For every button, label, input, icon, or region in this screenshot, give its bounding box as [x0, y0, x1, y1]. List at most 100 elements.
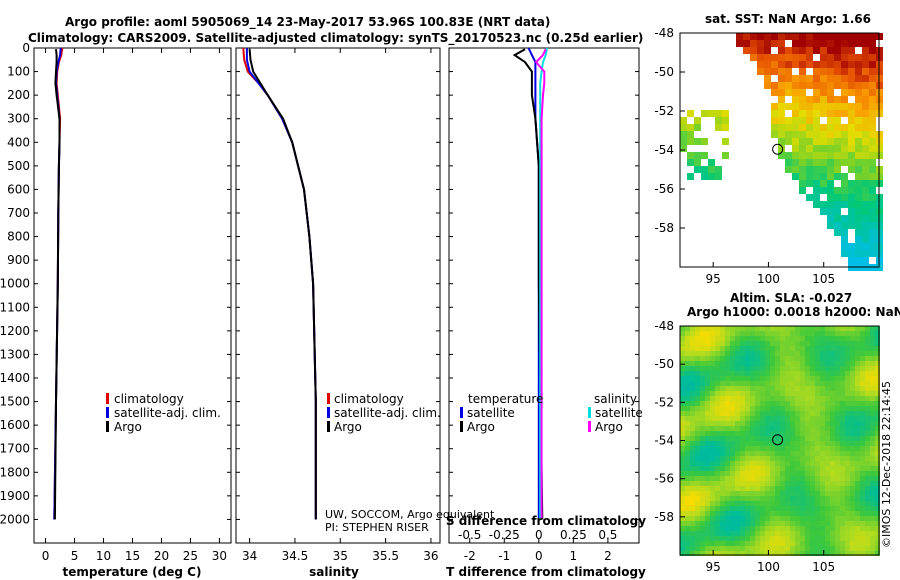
sla-map-cell	[730, 486, 735, 491]
sla-map-cell	[680, 541, 685, 546]
sla-map-cell	[735, 341, 740, 346]
sla-map-cell	[860, 381, 865, 386]
sla-map-cell	[805, 436, 810, 441]
sla-map-cell	[750, 386, 755, 391]
sla-map-cell	[855, 531, 860, 536]
sla-map-cell	[725, 461, 730, 466]
sla-map-cell	[820, 531, 825, 536]
sla-map-cell	[875, 341, 880, 346]
sla-map-cell	[795, 546, 800, 551]
sla-map-cell	[775, 336, 780, 341]
sla-map-cell	[765, 476, 770, 481]
sla-map-cell	[860, 496, 865, 501]
sst-map-cell	[841, 124, 848, 131]
sla-map-cell	[760, 341, 765, 346]
sla-map-cell	[835, 531, 840, 536]
sla-map-cell	[845, 461, 850, 466]
sla-map-cell	[840, 461, 845, 466]
sla-map-cell	[825, 396, 830, 401]
sla-map-cell	[720, 386, 725, 391]
sla-map-cell	[705, 441, 710, 446]
sla-map-cell	[705, 346, 710, 351]
sla-map-cell	[720, 396, 725, 401]
sst-map-cell	[848, 61, 855, 68]
sst-map-cell	[771, 40, 778, 47]
sla-map-cell	[710, 446, 715, 451]
sst-map-cell	[813, 201, 820, 208]
sla-map-cell	[770, 466, 775, 471]
sla-map-cell	[680, 386, 685, 391]
sla-map-cell	[765, 441, 770, 446]
sla-map-cell	[875, 526, 880, 531]
sla-map-cell	[815, 446, 820, 451]
sla-map-cell	[710, 526, 715, 531]
sla-map-cell	[830, 551, 835, 556]
sla-map-cell	[845, 516, 850, 521]
sla-map-cell	[850, 341, 855, 346]
sla-map-cell	[790, 476, 795, 481]
sla-map-cell	[875, 416, 880, 421]
sla-map-cell	[750, 486, 755, 491]
sst-map-cell	[855, 68, 862, 75]
sla-map-cell	[855, 496, 860, 501]
depth-axis: 0100200300400500600700800900100011001200…	[0, 41, 639, 526]
sla-map-cell	[760, 516, 765, 521]
sst-map-cell	[869, 222, 876, 229]
sst-map-cell	[848, 145, 855, 152]
sla-map-cell	[765, 401, 770, 406]
sla-map-cell	[680, 361, 685, 366]
sla-map-cell	[835, 466, 840, 471]
sst-map-cell	[806, 96, 813, 103]
sla-map-cell	[730, 426, 735, 431]
sla-map-cell	[850, 451, 855, 456]
sla-map-cell	[740, 336, 745, 341]
sst-map-cell	[848, 131, 855, 138]
sla-map-cell	[810, 451, 815, 456]
sla-map-cell	[810, 411, 815, 416]
sla-map-cell	[720, 486, 725, 491]
sla-map-cell	[855, 526, 860, 531]
sla-map-cell	[865, 506, 870, 511]
sla-map-cell	[705, 526, 710, 531]
sla-map-cell	[825, 406, 830, 411]
sla-map-cell	[860, 371, 865, 376]
sla-map-cell	[765, 436, 770, 441]
sla-map-cell	[775, 396, 780, 401]
sla-map-cell	[830, 451, 835, 456]
sla-map-cell	[815, 536, 820, 541]
sst-map-cell	[855, 159, 862, 166]
sla-map-cell	[755, 336, 760, 341]
sla-map-cell	[855, 366, 860, 371]
sla-map-cell	[820, 421, 825, 426]
sla-map-cell	[800, 516, 805, 521]
sla-map-cell	[780, 506, 785, 511]
sla-map-cell	[695, 476, 700, 481]
sst-map-cell	[820, 82, 827, 89]
sla-map-cell	[830, 386, 835, 391]
sla-map-cell	[745, 526, 750, 531]
sla-map-cell	[780, 516, 785, 521]
sla-map-cell	[815, 461, 820, 466]
sla-map-cell	[715, 466, 720, 471]
sla-map-cell	[790, 366, 795, 371]
sla-map-cell	[730, 401, 735, 406]
sla-map-cell	[805, 396, 810, 401]
sla-map-cell	[865, 411, 870, 416]
sla-map-cell	[725, 366, 730, 371]
sla-map-cell	[735, 501, 740, 506]
sla-map-cell	[870, 471, 875, 476]
sst-map-cell	[722, 124, 729, 131]
sla-map-cell	[690, 481, 695, 486]
sst-map-cell	[722, 110, 729, 117]
sla-map-cell	[790, 376, 795, 381]
sla-map-cell	[700, 521, 705, 526]
sla-map-cell	[835, 331, 840, 336]
sla-map-cell	[725, 441, 730, 446]
sla-map-cell	[820, 446, 825, 451]
sla-map-cell	[770, 406, 775, 411]
sst-map-cell	[834, 201, 841, 208]
sla-map-cell	[720, 441, 725, 446]
sla-map-cell	[810, 331, 815, 336]
sst-map-cell	[848, 215, 855, 222]
sla-map-cell	[810, 436, 815, 441]
